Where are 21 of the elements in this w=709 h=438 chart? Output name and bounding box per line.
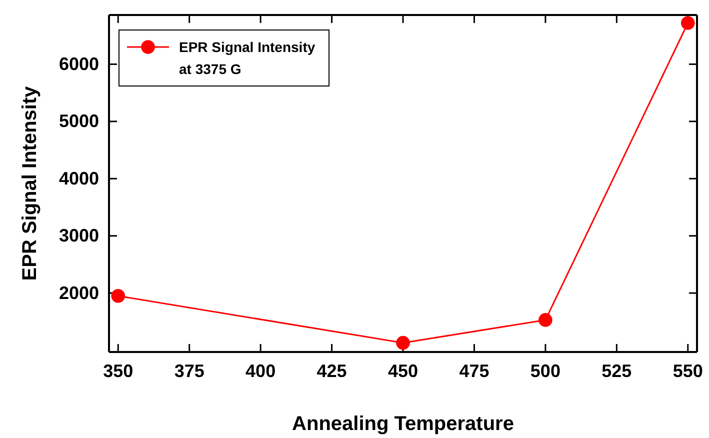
x-tick-label: 500: [530, 360, 560, 381]
x-tick-label: 350: [103, 360, 134, 381]
point: [396, 336, 410, 350]
x-tick-label: 525: [602, 360, 632, 381]
y-tick-label: 6000: [58, 54, 99, 74]
y-axis-title: EPR Signal Intensity: [19, 85, 41, 281]
x-tick-label: 425: [316, 360, 347, 381]
x-tick-label: 400: [246, 360, 276, 381]
legend-label: EPR Signal Intensity at 3375 G: [179, 39, 316, 77]
y-tick-label: 2000: [58, 282, 99, 303]
y-tick-label: 4000: [58, 168, 99, 188]
y-tick-label: 5000: [58, 111, 99, 132]
x-tick-label: 450: [388, 360, 418, 381]
point: [111, 289, 126, 303]
x-tick-label: 550: [672, 360, 703, 381]
point: [538, 313, 552, 327]
y-tick-label: 3000: [58, 226, 99, 246]
x-tick-label: 475: [459, 360, 490, 381]
point: [680, 16, 695, 30]
x-axis-title: Annealing Temperature: [292, 413, 514, 435]
x-tick-label: 375: [174, 360, 204, 381]
